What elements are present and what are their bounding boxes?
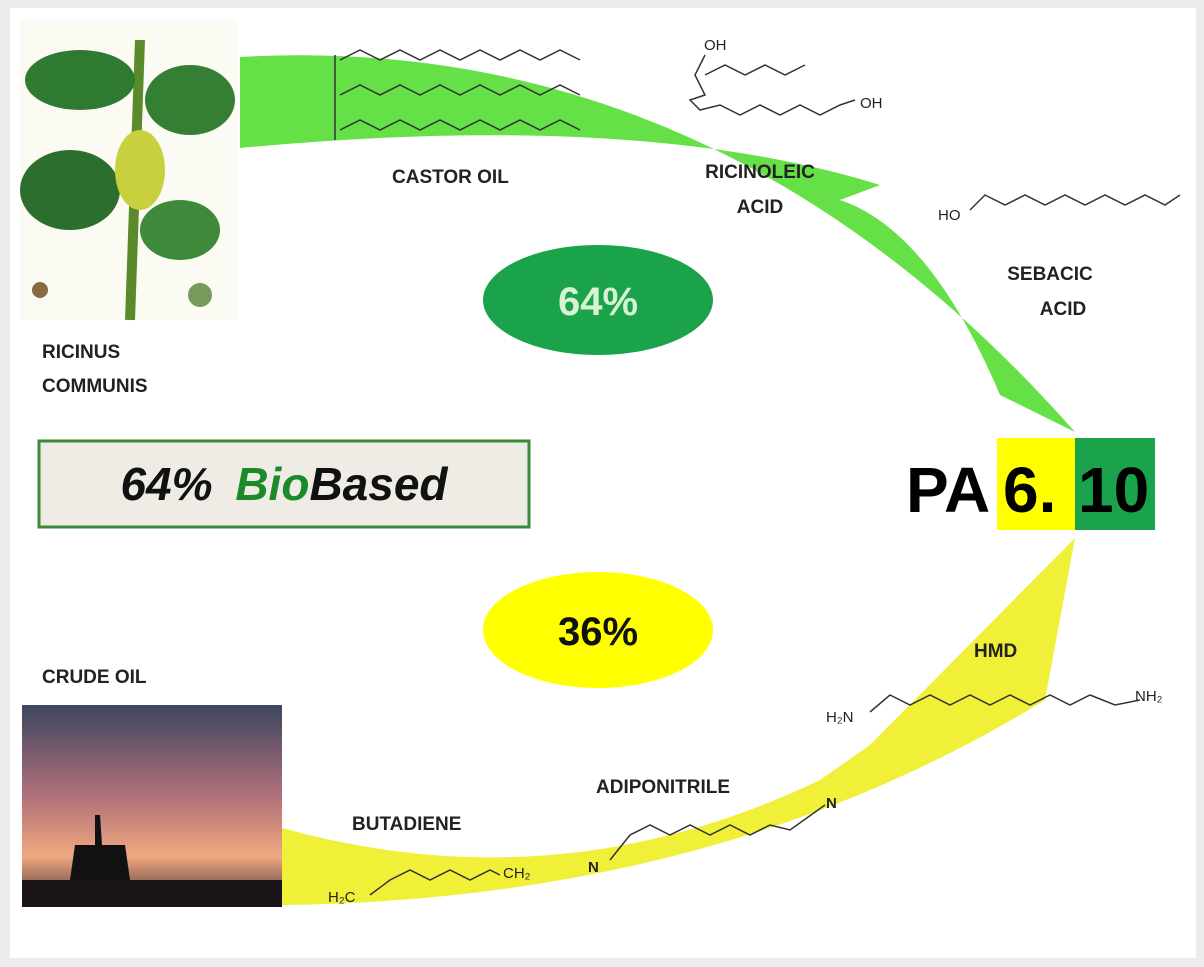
ricinoleic-label: RICINOLEIC [705, 162, 815, 183]
badge-percent: 64% [120, 458, 212, 510]
sebacic-label: SEBACIC [1007, 264, 1093, 285]
atom: N [826, 795, 837, 812]
sebacic-label: ACID [1040, 299, 1086, 320]
hmd-label: HMD [974, 641, 1017, 662]
atom: H₂N [826, 709, 854, 726]
castor-oil-label: CASTOR OIL [392, 167, 509, 188]
atom: HO [938, 207, 961, 224]
adiponitrile-label: ADIPONITRILE [596, 777, 730, 798]
atom: H₂C [328, 889, 356, 906]
product-bio-part: 10 [1078, 454, 1149, 526]
crude-oil-image [22, 705, 282, 907]
atom: N [588, 859, 599, 876]
badge-based: Based [309, 458, 448, 510]
bio-share: 64% [558, 280, 638, 324]
product-fossil-part: 6. [1003, 454, 1056, 526]
badge-bio: Bio [235, 458, 309, 510]
ricinus-label: RICINUS [42, 342, 120, 363]
biobased-text: 64% BioBased [120, 458, 448, 510]
fossil-share: 36% [558, 610, 638, 654]
atom: OH [860, 95, 883, 112]
atom: CH₂ [503, 865, 531, 882]
atom: OH [704, 37, 727, 54]
product-prefix: PA [906, 454, 990, 526]
plant-image [20, 20, 238, 320]
ricinoleic-label: ACID [737, 197, 783, 218]
diagram: CASTOR OIL RICINOLEIC ACID SEBACIC ACID … [0, 0, 1204, 967]
butadiene-label: BUTADIENE [352, 814, 461, 835]
ricinus-label: COMMUNIS [42, 376, 148, 397]
atom: NH₂ [1135, 688, 1163, 705]
crude-oil-label: CRUDE OIL [42, 667, 147, 688]
